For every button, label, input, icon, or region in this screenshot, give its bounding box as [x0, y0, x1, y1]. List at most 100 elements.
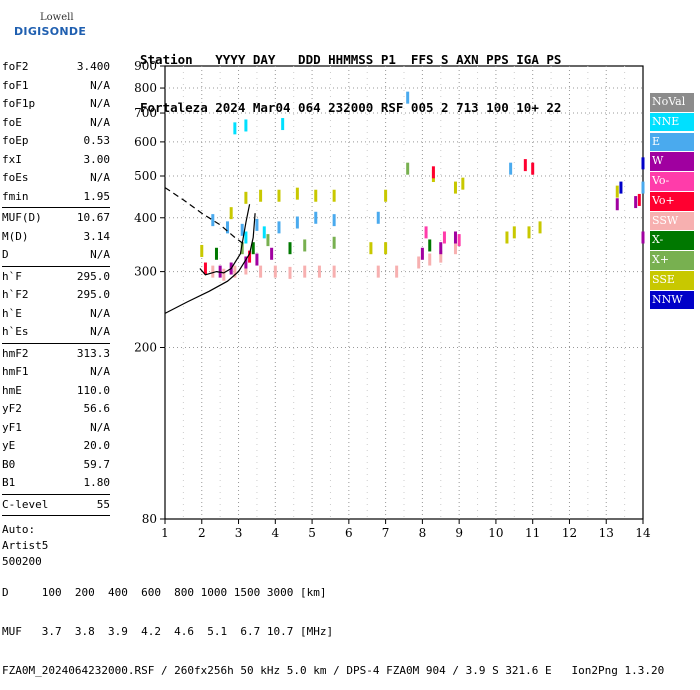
x-tick-label: 6: [345, 526, 353, 540]
echo-point-e: [211, 214, 215, 227]
y-tick-label: 300: [134, 265, 157, 279]
param-row: yF2 56.6: [2, 400, 110, 419]
auto-line1: Auto:: [2, 523, 36, 536]
y-tick-label: 600: [134, 135, 157, 149]
x-tick-label: 11: [525, 526, 540, 540]
param-value: 3.400: [76, 60, 110, 73]
echo-point-w: [439, 242, 443, 255]
param-name: D: [2, 248, 9, 261]
footer-file-row: FZA0M_2024064232000.RSF / 260fx256h 50 k…: [2, 664, 665, 677]
echo-point-sse: [505, 231, 509, 244]
echo-point-sse: [229, 207, 233, 220]
echo-point-nnw: [641, 157, 645, 170]
param-value: N/A: [90, 306, 110, 320]
param-value: 0.53: [83, 134, 111, 147]
echo-point-ssw: [439, 250, 443, 263]
param-name: foE: [2, 115, 22, 129]
param-row: yE 20.0: [2, 437, 110, 456]
param-value: 3.14: [83, 229, 111, 243]
echo-point-x-: [288, 242, 292, 255]
echo-point-vo-: [431, 166, 435, 179]
echo-point-sse: [259, 189, 263, 202]
param-value: 295.0: [76, 269, 110, 283]
echo-point-sse: [384, 242, 388, 255]
param-value: N/A: [90, 248, 110, 261]
param-name: foEs: [2, 171, 29, 184]
param-name: hmF1: [2, 365, 29, 378]
echo-point-nne: [233, 122, 237, 135]
param-name: B0: [2, 457, 16, 471]
footer-muf-row: MUF 3.7 3.8 3.9 4.2 4.6 5.1 6.7 10.7 [MH…: [2, 625, 334, 638]
param-name: MUF(D): [2, 211, 42, 224]
echo-point-w: [420, 247, 424, 260]
param-row: foF1p N/A: [2, 95, 110, 114]
autoscaling-info: Auto: Artist5 500200: [2, 522, 110, 570]
param-value: N/A: [90, 171, 110, 184]
param-name: B1: [2, 476, 16, 489]
auto-line2: Artist5: [2, 539, 49, 552]
echo-point-ssw: [332, 265, 336, 278]
x-tick-label: 5: [308, 526, 316, 540]
param-row: hmF1 N/A: [2, 363, 110, 382]
electron-density-profile: [164, 213, 256, 314]
param-row: M(D) 3.14: [2, 228, 110, 247]
param-row: foE N/A: [2, 114, 110, 133]
echo-point-vo-: [531, 162, 535, 175]
legend-entry-ssw: SSW: [650, 211, 694, 231]
param-row: foEp 0.53: [2, 132, 110, 151]
x-tick-label: 8: [419, 526, 427, 540]
echo-point-nnw: [619, 181, 623, 194]
y-tick-label: 700: [134, 106, 157, 120]
x-tick-label: 13: [599, 526, 614, 540]
echo-point-e: [376, 211, 380, 224]
param-row: hmF2 313.3: [2, 345, 110, 364]
echo-point-x-: [266, 234, 270, 247]
echo-point-ssw: [376, 265, 380, 278]
echo-point-w: [634, 196, 638, 209]
param-name: C-level: [2, 497, 49, 511]
param-row: foF1 N/A: [2, 77, 110, 96]
trace-curve: [199, 204, 251, 276]
legend-entry-nne: NNE: [650, 112, 694, 132]
echo-point-vo-: [457, 234, 461, 247]
echo-point-sse: [295, 187, 299, 200]
param-row: C-level 55: [2, 496, 110, 515]
param-row: h`Es N/A: [2, 323, 110, 342]
echo-point-nne: [244, 231, 248, 244]
echo-point-w: [244, 256, 248, 269]
param-value: 20.0: [83, 439, 111, 452]
ionogram-plot: 1 2 3 4 5 6 7 8 9 10 11 12 13 14802003004005006007008…: [134, 59, 651, 540]
echo-point-x-: [240, 242, 244, 255]
legend-entry-e: E: [650, 132, 694, 152]
param-row: fmin 1.95: [2, 188, 110, 207]
echo-point-x-: [428, 239, 432, 252]
param-row: foEs N/A: [2, 169, 110, 188]
param-name: hmF2: [2, 346, 29, 360]
param-name: yF1: [2, 420, 22, 434]
param-row: h`F 295.0: [2, 268, 110, 287]
extrapolated-profile: [164, 187, 247, 246]
echo-point-e: [332, 214, 336, 227]
echo-point-ssw: [273, 265, 277, 278]
param-row: h`E N/A: [2, 305, 110, 324]
param-value: 313.3: [76, 346, 110, 360]
echo-point-ssw: [288, 266, 292, 279]
station-header: Station YYYY DAY DDD HHMMSS P1 FFS S AXN…: [140, 20, 561, 132]
param-separator: [2, 207, 110, 208]
param-name: fmin: [2, 189, 29, 203]
echo-point-e: [226, 221, 230, 234]
echo-point-w: [641, 231, 645, 244]
echo-point-sse: [277, 189, 281, 202]
x-tick-label: 14: [635, 526, 651, 540]
x-tick-label: 10: [488, 526, 503, 540]
echo-point-w: [453, 231, 457, 244]
param-separator: [2, 342, 110, 344]
param-row: yF1 N/A: [2, 419, 110, 438]
echo-point-nne: [244, 119, 248, 132]
legend-entry-x-: X+: [650, 251, 694, 270]
echo-point-sse: [314, 189, 318, 202]
param-value: N/A: [90, 365, 110, 378]
echo-point-sse: [453, 181, 457, 194]
echo-point-x-: [406, 162, 410, 175]
echo-point-ssw: [303, 265, 307, 278]
